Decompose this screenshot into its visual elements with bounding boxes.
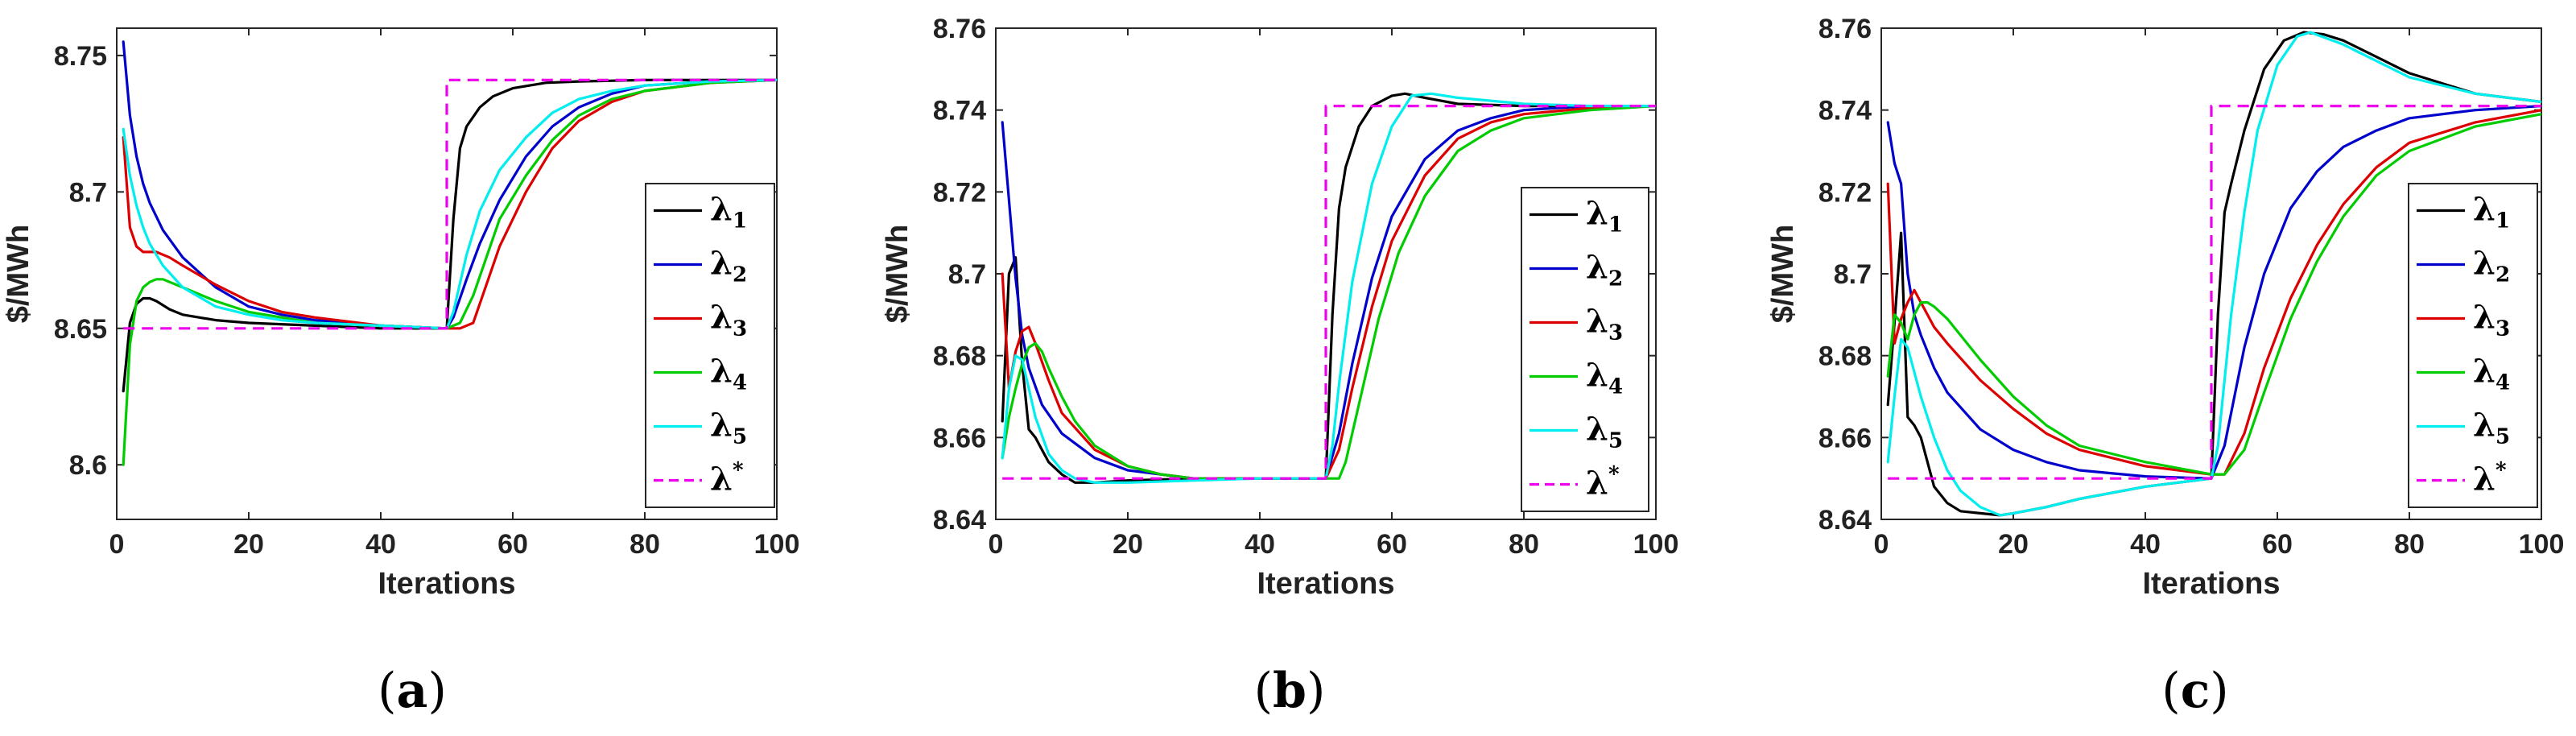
series-line-5: [1001, 92, 1656, 484]
series-line-3: [1886, 109, 2541, 476]
series-line-6: [1888, 105, 2541, 480]
y-tick-label: 8.74: [933, 96, 986, 126]
legend: λ1 λ2 λ3 λ4 λ5 λ*: [2408, 183, 2538, 508]
panel-caption: (c): [2161, 663, 2228, 719]
series-lines: [1886, 31, 2541, 517]
y-tick-label: 8.74: [1818, 96, 1872, 126]
y-tick-label: 8.76: [933, 14, 986, 44]
y-axis-label: $/MWh: [881, 225, 914, 323]
series-line-5: [122, 78, 777, 330]
y-tick-label: 8.65: [54, 314, 107, 345]
y-tick-label: 8.7: [69, 177, 107, 208]
legend-label: λ2: [1586, 249, 1623, 292]
x-tick-label: 100: [2519, 529, 2565, 560]
x-tick-label: 100: [1633, 529, 1679, 560]
y-tick-label: 8.72: [1818, 177, 1872, 208]
x-tick-label: 100: [754, 529, 800, 560]
y-tick-label: 8.6: [69, 450, 107, 481]
chart-panel-c: 0 20 40 60 80 100 8.64 8.66 8.68 8.7 8.72 8.74 8.76 I…: [1766, 14, 2564, 719]
x-tick-label: 60: [2262, 529, 2293, 560]
x-tick-label: 80: [630, 529, 660, 560]
x-tick-label: 20: [233, 529, 264, 560]
y-tick-label: 8.7: [1834, 259, 1872, 290]
x-tick-label: 60: [1377, 529, 1407, 560]
legend-label: λ5: [1586, 411, 1623, 453]
legend-box: [1521, 187, 1649, 512]
legend-label: λ*: [710, 459, 744, 498]
x-tick-label: 20: [1113, 529, 1143, 560]
x-tick-label: 80: [1509, 529, 1539, 560]
y-tick-label: 8.72: [933, 177, 986, 208]
series-line-1: [122, 78, 777, 393]
x-tick-label: 0: [1874, 529, 1889, 560]
x-tick-label: 40: [1245, 529, 1275, 560]
series-lines: [122, 40, 777, 466]
legend-label: λ2: [710, 245, 747, 287]
legend-label: λ4: [1586, 357, 1623, 399]
x-axis-label: Iterations: [378, 567, 515, 601]
x-tick-label: 20: [1998, 529, 2029, 560]
series-line-2: [1886, 105, 2541, 480]
x-tick-label: 40: [365, 529, 396, 560]
legend-label: λ1: [710, 191, 747, 234]
panel-caption: (a): [378, 663, 447, 719]
series-line-6: [123, 78, 777, 330]
y-tick-label: 8.64: [933, 505, 986, 535]
chart-panel-b: 0 20 40 60 80 100 8.64 8.66 8.68 8.7 8.72 8.74 8.76 I…: [881, 14, 1678, 719]
panel-caption: (b): [1254, 663, 1326, 719]
legend-label: λ4: [710, 353, 747, 395]
series-lines: [1001, 92, 1656, 484]
legend-label: λ5: [710, 407, 747, 449]
y-tick-label: 8.7: [948, 259, 986, 290]
x-tick-label: 40: [2130, 529, 2161, 560]
y-tick-label: 8.68: [1818, 341, 1872, 372]
series-line-6: [1002, 105, 1656, 480]
y-axis-label: $/MWh: [1766, 225, 1800, 323]
x-tick-label: 80: [2394, 529, 2425, 560]
legend-label: λ3: [2473, 299, 2510, 341]
legend-label: λ1: [2473, 191, 2510, 234]
y-axis-label: $/MWh: [2, 225, 35, 323]
x-tick-label: 60: [497, 529, 528, 560]
y-tick-label: 8.76: [1818, 14, 1872, 44]
y-tick-label: 8.75: [54, 41, 107, 72]
legend-label: λ1: [1586, 195, 1623, 238]
y-tick-label: 8.66: [933, 423, 986, 453]
legend-box: [645, 183, 775, 508]
legend-box: [2408, 183, 2538, 508]
legend: λ1 λ2 λ3 λ4 λ5 λ*: [1521, 187, 1649, 512]
legend-label: λ*: [1586, 463, 1620, 502]
legend-label: λ3: [710, 299, 747, 341]
x-axis-label: Iterations: [2142, 567, 2280, 601]
x-tick-label: 0: [989, 529, 1004, 560]
chart-panel-a: 0 20 40 60 80 100 8.6 8.65 8.7 8.75 Iterations $/MW…: [2, 27, 800, 719]
legend-label: λ3: [1586, 303, 1623, 345]
x-axis-label: Iterations: [1257, 567, 1394, 601]
series-line-4: [1886, 113, 2541, 476]
y-tick-label: 8.64: [1818, 505, 1872, 535]
legend-label: λ5: [2473, 407, 2510, 449]
legend-label: λ4: [2473, 353, 2510, 395]
legend: λ1 λ2 λ3 λ4 λ5 λ*: [645, 183, 775, 508]
legend-label: λ*: [2473, 459, 2507, 498]
legend-label: λ2: [2473, 245, 2510, 287]
y-tick-label: 8.68: [933, 341, 986, 372]
series-line-5: [1886, 31, 2541, 517]
x-tick-label: 0: [109, 529, 125, 560]
y-tick-label: 8.66: [1818, 423, 1872, 453]
